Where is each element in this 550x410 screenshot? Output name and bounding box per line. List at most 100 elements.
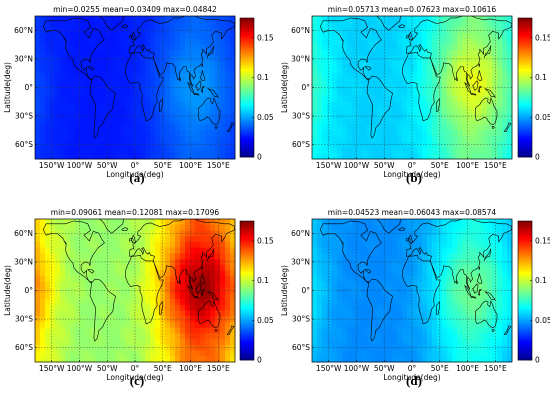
heat-cell — [95, 247, 101, 254]
heat-cell — [392, 44, 398, 51]
heat-cell — [200, 107, 206, 114]
heat-cell — [347, 219, 353, 226]
heat-cell — [397, 33, 403, 40]
heat-cell — [507, 241, 513, 248]
heat-cell — [432, 304, 438, 311]
heat-cell — [327, 310, 333, 317]
heat-cell — [367, 44, 373, 51]
heat-cell — [200, 67, 206, 74]
heat-cell — [357, 293, 363, 300]
heat-cell — [190, 90, 196, 97]
heat-cell — [215, 219, 221, 226]
heat-cell — [45, 276, 51, 283]
heat-cell — [357, 124, 363, 131]
heat-cell — [200, 344, 206, 351]
heat-cell — [402, 310, 408, 317]
colorbar-tick-label: 0.05 — [535, 316, 550, 325]
heat-cell — [462, 136, 468, 143]
heat-cell — [337, 136, 343, 143]
heat-cell — [65, 44, 71, 51]
heat-cell — [457, 101, 463, 108]
heat-cell — [322, 118, 328, 126]
heat-cell — [482, 16, 488, 23]
heat-cell — [492, 84, 498, 91]
heat-cell — [155, 141, 161, 148]
heat-cell — [427, 27, 433, 34]
heat-cell — [45, 118, 51, 126]
heat-cell — [362, 141, 368, 148]
heat-cell — [312, 27, 318, 34]
heat-cell — [190, 96, 196, 103]
heat-cell — [322, 236, 328, 243]
heat-cell — [45, 136, 51, 143]
heat-cell — [432, 310, 438, 317]
heat-cell — [507, 56, 513, 63]
heat-cell — [130, 230, 136, 237]
heat-cell — [377, 33, 383, 40]
heat-cell — [507, 350, 513, 357]
heat-cell — [367, 153, 373, 160]
heat-cell — [35, 118, 41, 126]
heat-cell — [145, 356, 151, 363]
heat-cell — [145, 321, 151, 329]
heat-cell — [215, 350, 221, 357]
heat-cell — [392, 344, 398, 351]
heat-cell — [437, 350, 443, 357]
heat-cell — [45, 333, 51, 340]
heat-cell — [110, 219, 116, 226]
colorbar-segment — [240, 27, 254, 30]
heat-cell — [422, 56, 428, 63]
heat-cell — [110, 107, 116, 114]
coastline — [193, 92, 200, 96]
heat-cell — [40, 304, 46, 311]
heat-cell — [507, 153, 513, 160]
heat-cell — [477, 107, 483, 114]
heat-cell — [502, 73, 508, 80]
heat-cell — [135, 61, 141, 68]
heat-cell — [150, 264, 156, 271]
heat-cell — [422, 90, 428, 97]
heat-cell — [327, 264, 333, 271]
heat-cell — [432, 56, 438, 63]
heat-cell — [497, 124, 503, 131]
heat-cell — [452, 21, 458, 28]
heat-cell — [457, 61, 463, 68]
heat-cell — [362, 113, 368, 120]
heat-cell — [155, 107, 161, 114]
colorbar-segment — [518, 295, 532, 298]
heat-cell — [145, 339, 151, 346]
heat-cell — [417, 316, 423, 323]
colorbar-segment — [518, 306, 532, 310]
heat-cell — [225, 356, 231, 363]
heat-cell — [332, 147, 338, 154]
heat-cell — [452, 113, 458, 120]
heat-cell — [322, 253, 328, 260]
heat-cell — [40, 107, 46, 114]
heat-cell — [70, 44, 76, 51]
heat-cell — [462, 264, 468, 271]
heat-cell — [125, 310, 131, 317]
heat-cell — [60, 299, 66, 306]
heat-cell — [230, 236, 236, 243]
heat-cell — [362, 44, 368, 51]
heat-cell — [352, 270, 358, 277]
heat-cell — [437, 33, 443, 40]
heat-cell — [125, 61, 131, 68]
heat-cell — [65, 90, 71, 97]
heat-cell — [100, 236, 106, 243]
colorbar-segment — [240, 230, 254, 233]
colorbar-segment — [518, 304, 532, 308]
heat-cell — [387, 321, 393, 329]
heat-cell — [492, 350, 498, 357]
heat-cell — [337, 124, 343, 131]
heat-cell — [60, 153, 66, 160]
heat-cell — [70, 241, 76, 248]
heat-cell — [382, 253, 388, 260]
heat-cell — [447, 236, 453, 243]
heat-cell — [402, 84, 408, 91]
colorbar-tick-label: 0.15 — [535, 33, 550, 42]
heat-cell — [437, 153, 443, 160]
heat-cell — [220, 67, 226, 74]
heat-cell — [392, 113, 398, 120]
heat-cell — [195, 118, 201, 126]
